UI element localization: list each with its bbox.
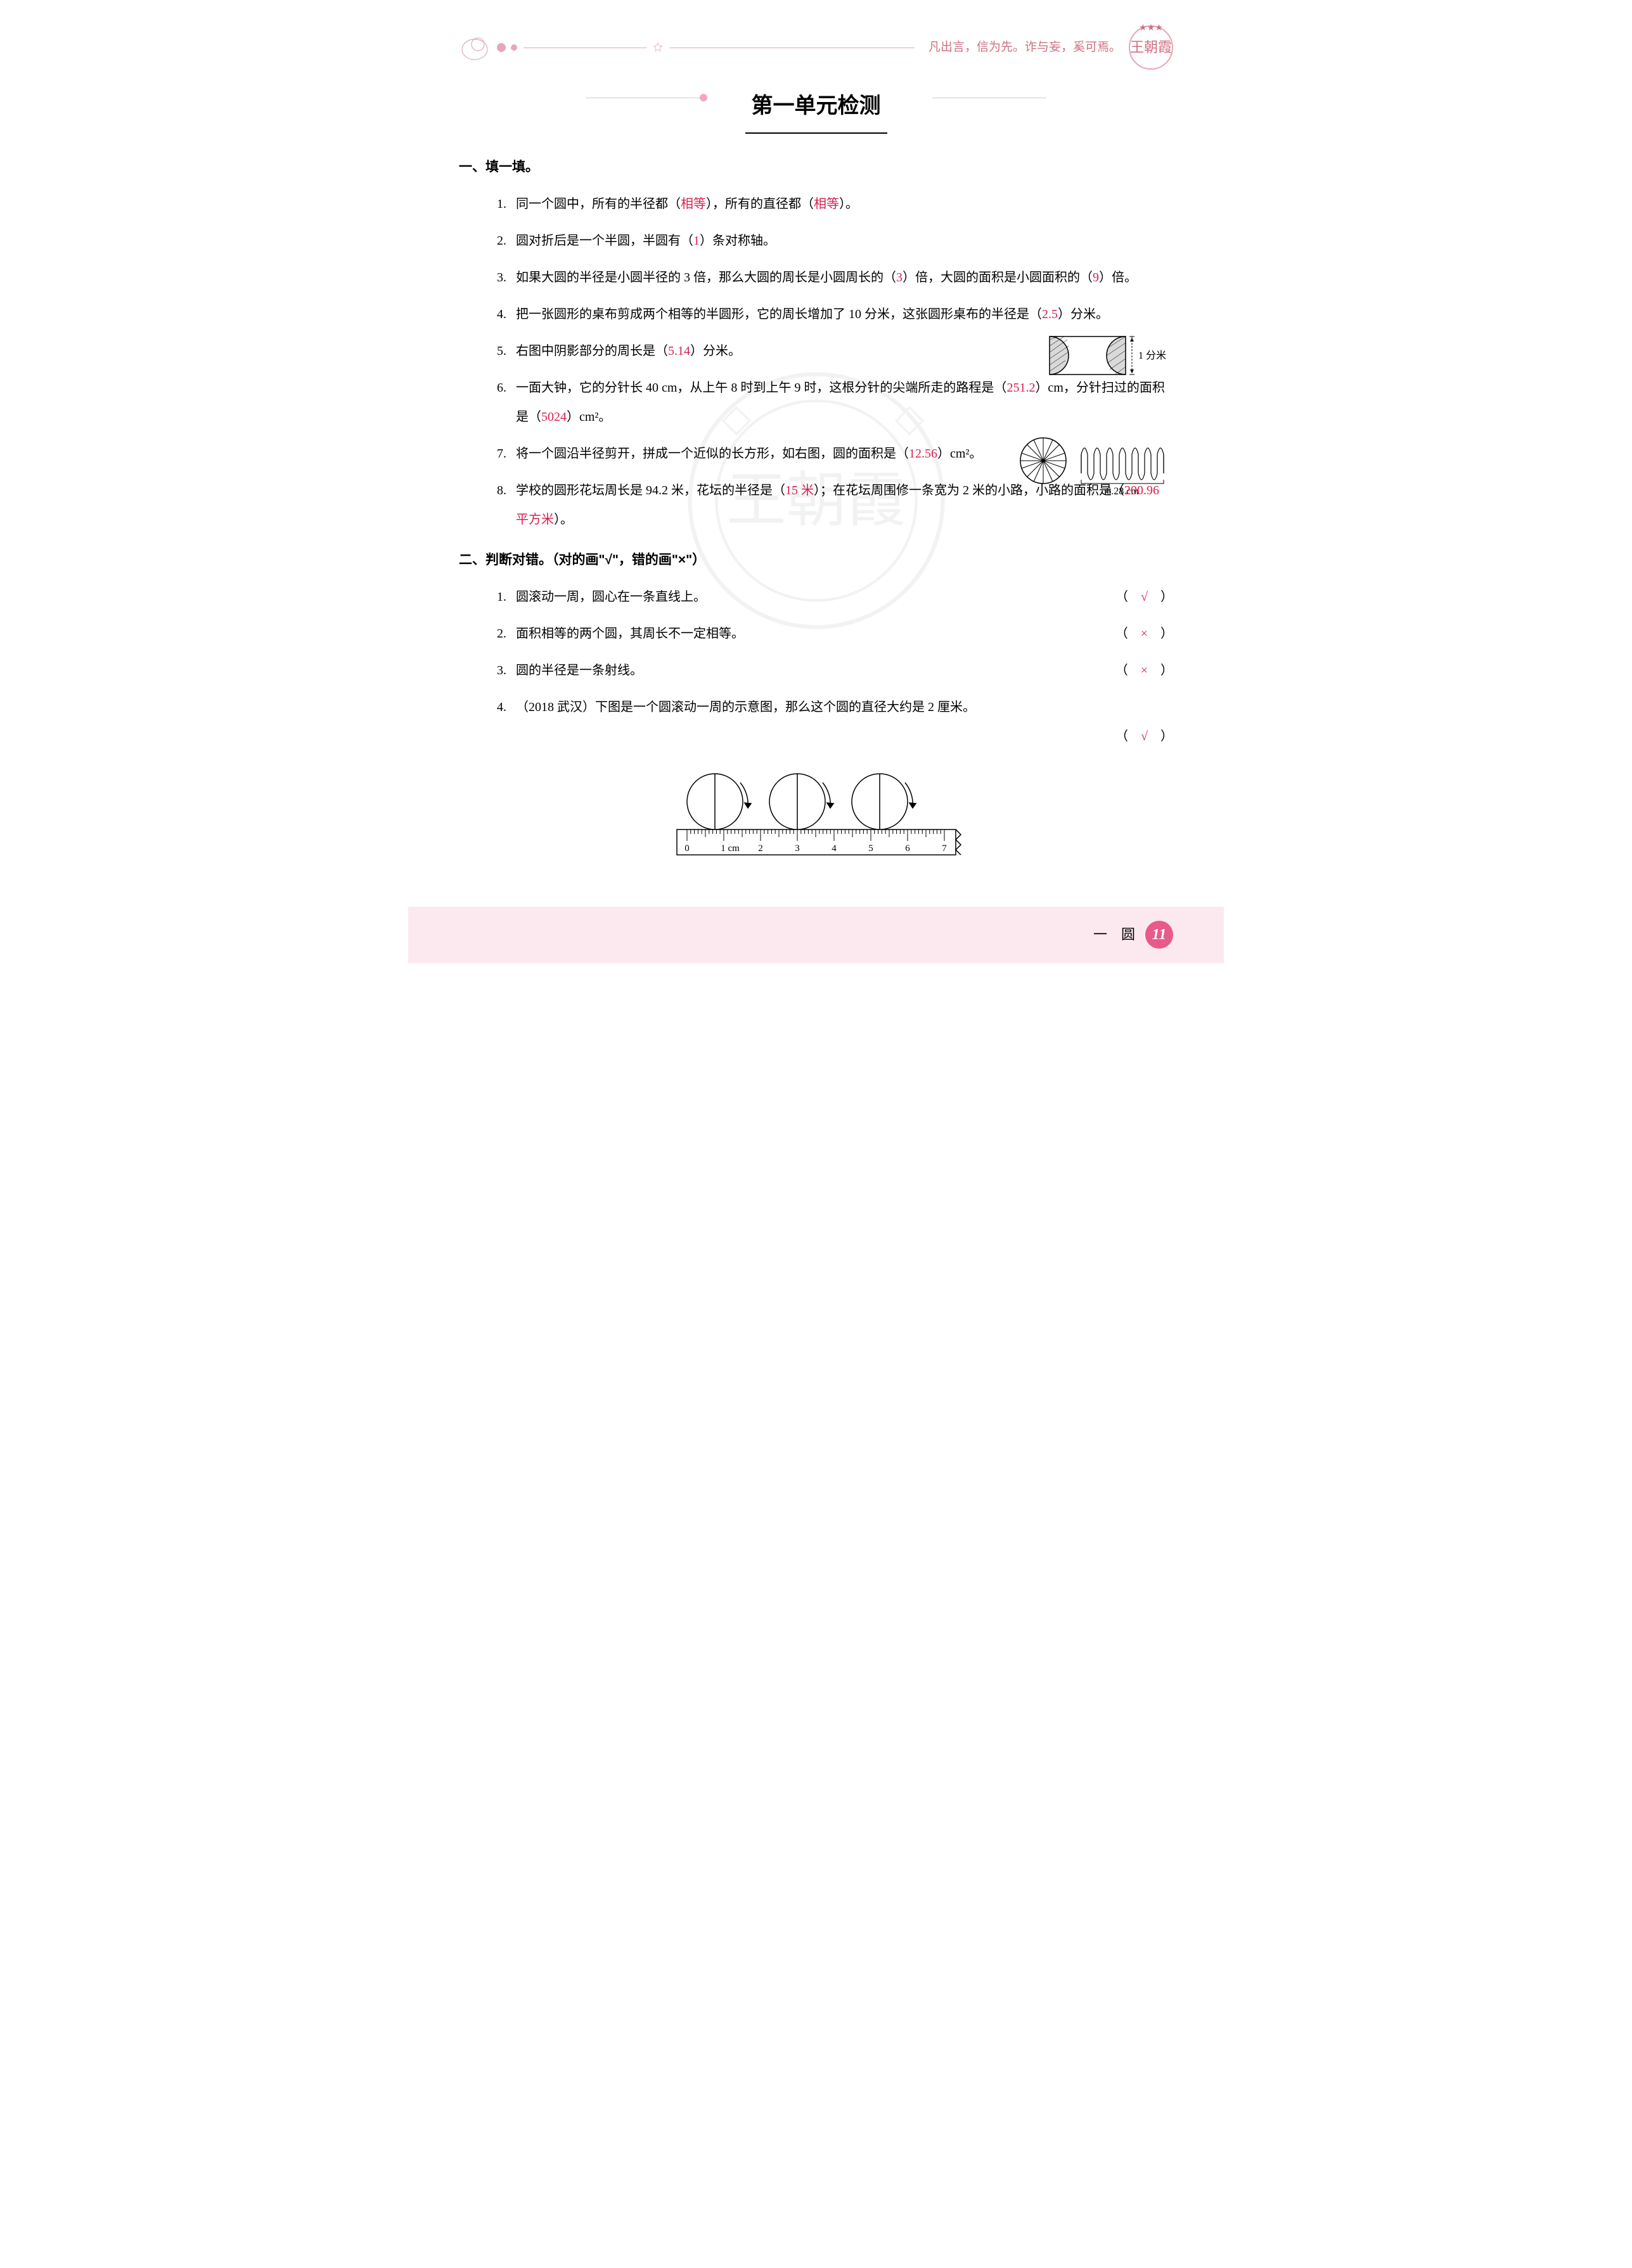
answer: 1: [693, 234, 700, 248]
footer-chapter: 一 圆: [1093, 919, 1135, 950]
svg-text:3: 3: [795, 843, 800, 854]
q-num: 3.: [497, 656, 506, 685]
svg-text:5: 5: [868, 843, 873, 854]
judge-mark: （ × ）: [1115, 656, 1173, 685]
q-text: ）倍。: [1099, 271, 1137, 285]
q-text: 同一个圆中，所有的半径都（: [516, 197, 681, 211]
q-text: 圆对折后是一个半圆，半圆有（: [516, 234, 693, 248]
answer: 3: [896, 271, 903, 285]
q-text: ）倍，大圆的面积是小圆面积的（: [903, 271, 1093, 285]
q8: 8. 学校的圆形花坛周长是 94.2 米，花坛的半径是（15 米）；在花坛周围修…: [516, 476, 1173, 534]
q-text: 右图中阴影部分的周长是（: [516, 344, 668, 358]
q2: 2. 圆对折后是一个半圆，半圆有（1）条对称轴。: [516, 226, 1173, 255]
answer: 相等: [814, 197, 839, 211]
answer: 15 米: [785, 484, 814, 497]
q-num: 1.: [497, 189, 506, 219]
q-text: ），所有的直径都（: [706, 197, 814, 211]
q-num: 3.: [497, 263, 506, 292]
answer: 9: [1093, 271, 1099, 285]
answer: 5.14: [668, 344, 690, 358]
q6: 6. 一面大钟，它的分针长 40 cm，从上午 8 时到上午 9 时，这根分针的…: [516, 373, 1173, 432]
section1-head: 一、填一填。: [459, 153, 1173, 182]
svg-text:6: 6: [905, 843, 910, 854]
page-title-wrap: 第一单元检测: [459, 82, 1173, 134]
q1: 1. 同一个圆中，所有的半径都（相等），所有的直径都（相等）。: [516, 189, 1173, 219]
brand-badge: ★★★ 王朝霞: [1129, 25, 1173, 70]
q-text: 如果大圆的半径是小圆半径的 3 倍，那么大圆的周长是小圆周长的（: [516, 271, 896, 285]
q-text: 面积相等的两个圆，其周长不一定相等。: [516, 619, 1103, 648]
q-num: 6.: [497, 373, 506, 402]
judge-mark: （ √ ）: [1115, 722, 1173, 751]
star-icon: [653, 42, 663, 53]
q-text: ）cm²。: [567, 410, 611, 424]
q-num: 4.: [497, 300, 506, 329]
q-num: 1.: [497, 582, 506, 612]
q-num: 8.: [497, 476, 506, 505]
q-num: 2.: [497, 619, 506, 648]
q-text: 一面大钟，它的分针长 40 cm，从上午 8 时到上午 9 时，这根分针的尖端所…: [516, 381, 1006, 395]
q-text: ）分米。: [690, 344, 741, 358]
q-text: 圆滚动一周，圆心在一条直线上。: [516, 582, 1103, 612]
judge-mark: （ × ）: [1115, 619, 1173, 648]
answer: 12.56: [909, 447, 937, 461]
answer: 251.2: [1006, 381, 1035, 395]
q-num: 4.: [497, 693, 506, 722]
q-text: 把一张圆形的桌布剪成两个相等的半圆形，它的周长增加了 10 分米，这张圆形桌布的…: [516, 307, 1042, 321]
q2-4: 4. （2018 武汉）下图是一个圆滚动一周的示意图，那么这个圆的直径大约是 2…: [516, 693, 1173, 751]
mascot-icon: [459, 32, 497, 63]
figure-q2-4: 0 1 cm 2 3 4 5 6 7: [459, 764, 1173, 881]
q2-3: 3. 圆的半径是一条射线。 （ × ）: [516, 656, 1173, 685]
q7: 7. 将一个圆沿半径剪开，拼成一个近似的长方形，如右图，圆的面积是（12.56）…: [516, 439, 1173, 468]
q-text: ）分米。: [1058, 307, 1108, 321]
svg-text:4: 4: [832, 843, 837, 854]
q-text: ）；在花坛周围修一条宽为 2 米的小路，小路的面积是（: [814, 484, 1124, 497]
q-text: 圆的半径是一条射线。: [516, 656, 1103, 685]
svg-text:1 cm: 1 cm: [721, 843, 740, 854]
q-num: 2.: [497, 226, 506, 255]
q-text: 学校的圆形花坛周长是 94.2 米，花坛的半径是（: [516, 484, 785, 497]
page-header: 凡出言，信为先。诈与妄，奚可焉。 ★★★ 王朝霞: [459, 25, 1173, 70]
section2-head: 二、判断对错。（对的画"√"，错的画"×"）: [459, 546, 1173, 575]
judge-mark: （ √ ）: [1115, 582, 1173, 612]
page-footer: 一 圆 11: [408, 907, 1224, 963]
answer: 5024: [541, 410, 567, 424]
q2-1: 1. 圆滚动一周，圆心在一条直线上。 （ √ ）: [516, 582, 1173, 612]
q-text: ）。: [839, 197, 858, 211]
q3: 3. 如果大圆的半径是小圆半径的 3 倍，那么大圆的周长是小圆周长的（3）倍，大…: [516, 263, 1173, 292]
page-number: 11: [1145, 921, 1173, 949]
page-title: 第一单元检测: [745, 82, 887, 134]
svg-text:2: 2: [758, 843, 763, 854]
svg-text:0: 0: [684, 843, 690, 854]
fig5-label: 1 分米: [1138, 350, 1166, 361]
q4: 4. 把一张圆形的桌布剪成两个相等的半圆形，它的周长增加了 10 分米，这张圆形…: [516, 300, 1173, 329]
q-num: 7.: [497, 439, 506, 468]
answer: 相等: [681, 197, 706, 211]
header-motto: 凡出言，信为先。诈与妄，奚可焉。: [928, 34, 1121, 61]
q2-2: 2. 面积相等的两个圆，其周长不一定相等。 （ × ）: [516, 619, 1173, 648]
q-text: （2018 武汉）下图是一个圆滚动一周的示意图，那么这个圆的直径大约是 2 厘米…: [516, 693, 1173, 722]
q-text: ）条对称轴。: [700, 234, 776, 248]
header-dots: [497, 43, 517, 52]
q-num: 5.: [497, 336, 506, 366]
q-text: ）。: [554, 513, 573, 527]
q-text: 将一个圆沿半径剪开，拼成一个近似的长方形，如右图，圆的面积是（: [516, 447, 909, 461]
q5: 5. 右图中阴影部分的周长是（5.14）分米。 1 分米: [516, 336, 1173, 366]
svg-text:7: 7: [942, 843, 947, 854]
answer: 2.5: [1042, 307, 1058, 321]
q-text: ）cm²。: [937, 447, 982, 461]
